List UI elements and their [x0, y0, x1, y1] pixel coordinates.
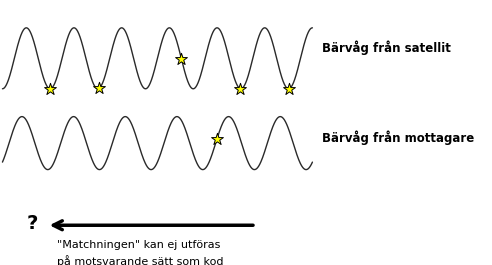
Point	[213, 136, 221, 141]
Text: Bärvåg från mottagare: Bärvåg från mottagare	[322, 131, 474, 145]
Point	[46, 87, 54, 91]
Text: ?: ?	[26, 214, 38, 233]
Point	[236, 87, 244, 91]
Text: Bärvåg från satellit: Bärvåg från satellit	[322, 41, 451, 55]
Text: "Matchningen" kan ej utföras
på motsvarande sätt som kod: "Matchningen" kan ej utföras på motsvara…	[57, 240, 223, 265]
Point	[284, 87, 292, 91]
Point	[178, 57, 185, 61]
Point	[95, 86, 103, 91]
